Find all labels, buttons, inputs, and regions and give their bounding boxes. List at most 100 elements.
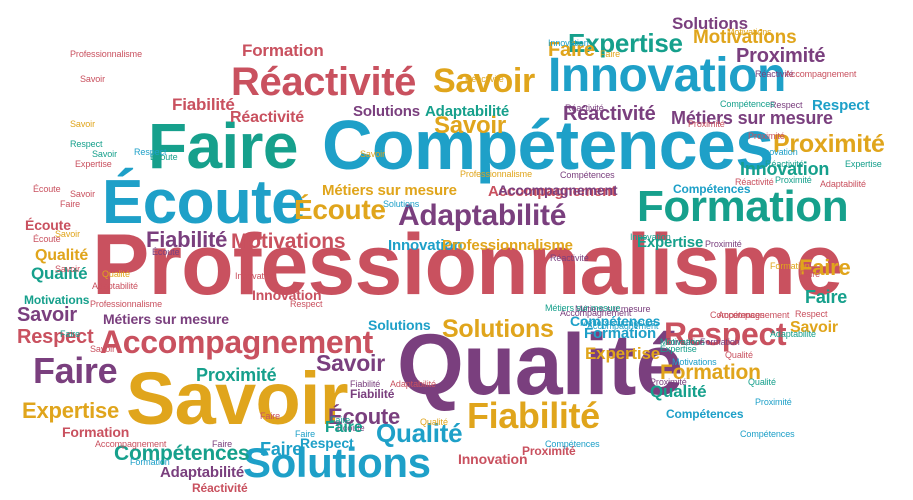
word-faire: Faire (800, 269, 821, 279)
word-adaptabilite: Adaptabilité (770, 329, 816, 339)
word-formation: Formation (660, 361, 761, 384)
word-expertise: Expertise (75, 159, 112, 169)
word-accompagnement: Accompagnement (785, 69, 857, 79)
word-motivations: Motivations (727, 27, 772, 37)
word-solutions: Solutions (243, 439, 431, 486)
word-formation: Formation (637, 182, 849, 231)
word-innovation: Innovation (548, 38, 589, 48)
word-proximite: Proximité (775, 175, 812, 185)
word-fiabilite: Fiabilité (467, 395, 600, 436)
word-qualite: Qualité (35, 247, 89, 264)
word-motivations: Motivations (660, 337, 705, 347)
word-expertise: Expertise (845, 159, 882, 169)
word-reactivite: Réactivité (550, 253, 589, 263)
word-respect: Respect (795, 309, 828, 319)
word-expertise: Expertise (660, 344, 697, 354)
word-savoir: Savoir (90, 344, 115, 354)
word-savoir: Savoir (80, 74, 105, 84)
word-respect: Respect (664, 316, 787, 352)
word-ecoute: Écoute (102, 168, 306, 237)
word-professionnalisme: Professionnalisme (90, 299, 163, 309)
word-faire: Faire (330, 415, 351, 425)
word-faire: Faire (295, 429, 316, 439)
word-reactivite: Réactivité (465, 74, 504, 84)
word-metiers-sur-mesure: Métiers sur mesure (322, 182, 457, 199)
word-respect: Respect (290, 299, 323, 309)
word-solutions: Solutions (442, 315, 554, 343)
word-qualite: Qualité (376, 418, 463, 448)
word-respect: Respect (812, 97, 870, 114)
word-solutions: Solutions (353, 103, 420, 120)
word-professionnalisme: Professionnalisme (442, 237, 573, 254)
word-competences: Compétences (545, 439, 600, 449)
word-faire: Faire (212, 439, 233, 449)
word-metiers-sur-mesure: Métiers sur mesure (580, 318, 656, 328)
word-formation: Formation (584, 325, 656, 342)
word-respect: Respect (17, 326, 94, 348)
word-adaptabilite: Adaptabilité (160, 464, 245, 481)
word-savoir: Savoir (433, 62, 535, 100)
word-ecoute: Écoute (337, 423, 365, 433)
word-innovation: Innovation (740, 159, 830, 179)
word-competences: Compétences (720, 99, 775, 109)
word-adaptabilite: Adaptabilité (398, 199, 567, 232)
word-innovation: Innovation (235, 271, 276, 281)
word-solutions: Solutions (383, 199, 420, 209)
word-solutions: Solutions (672, 14, 748, 33)
word-accompagnement: Accompagnement (95, 439, 167, 449)
word-savoir: Savoir (360, 149, 385, 159)
word-qualite: Qualité (650, 382, 707, 401)
word-savoir: Savoir (70, 189, 95, 199)
word-accompagnement: Accompagnement (488, 183, 616, 200)
word-competences: Compétences (673, 182, 751, 196)
word-reactivite: Réactivité (755, 69, 794, 79)
word-savoir: Savoir (92, 149, 117, 159)
word-qualite: Qualité (725, 350, 753, 360)
word-accompagnement: Accompagnement (100, 324, 373, 360)
word-competences: Compétences (560, 170, 615, 180)
word-solutions: Solutions (368, 317, 431, 333)
word-accompagnement: Accompagnement (498, 182, 618, 198)
word-savoir: Savoir (434, 112, 506, 139)
word-respect: Respect (134, 147, 167, 157)
word-savoir: Savoir (790, 319, 838, 336)
word-innovation: Innovation (388, 237, 463, 254)
word-innovation: Innovation (252, 287, 322, 303)
word-expertise: Expertise (568, 28, 683, 58)
word-accompagnement: Accompagnement (718, 310, 790, 320)
word-proximite: Proximité (196, 365, 277, 385)
word-reactivite: Réactivité (735, 177, 774, 187)
word-faire: Faire (260, 411, 281, 421)
word-motivations: Motivations (231, 230, 346, 253)
word-motivations: Motivations (693, 27, 797, 48)
word-faire: Faire (799, 255, 851, 280)
word-metiers-sur-mesure: Métiers sur mesure (671, 108, 833, 128)
word-ecoute: Écoute (152, 247, 180, 257)
word-faire: Faire (260, 439, 303, 459)
word-innovation: Innovation (548, 49, 786, 102)
word-qualite: Qualité (102, 269, 130, 279)
word-innovation: Innovation (757, 147, 798, 157)
word-proximite: Proximité (773, 130, 885, 158)
word-proximite: Proximité (705, 239, 742, 249)
word-formation: Formation (665, 337, 705, 347)
word-motivations: Motivations (672, 357, 717, 367)
word-fiabilite: Fiabilité (172, 95, 235, 114)
word-fiabilite: Fiabilité (350, 379, 381, 389)
word-fiabilite: Fiabilité (350, 387, 395, 401)
word-adaptabilite: Adaptabilité (820, 179, 866, 189)
word-respect: Respect (70, 139, 103, 149)
word-qualite: Qualité (748, 377, 776, 387)
word-ecoute: Écoute (294, 194, 386, 225)
word-ecoute: Écoute (328, 404, 401, 429)
word-faire: Faire (33, 350, 118, 391)
word-innovation: Innovation (458, 451, 528, 467)
word-accompagnement: Accompagnement (560, 308, 632, 318)
word-reactivite: Réactivité (231, 60, 416, 104)
word-formation: Formation (770, 261, 810, 271)
word-respect: Respect (300, 435, 354, 451)
word-proximite: Proximité (650, 377, 687, 387)
word-faire: Faire (325, 419, 363, 436)
word-adaptabilite: Adaptabilité (92, 281, 138, 291)
